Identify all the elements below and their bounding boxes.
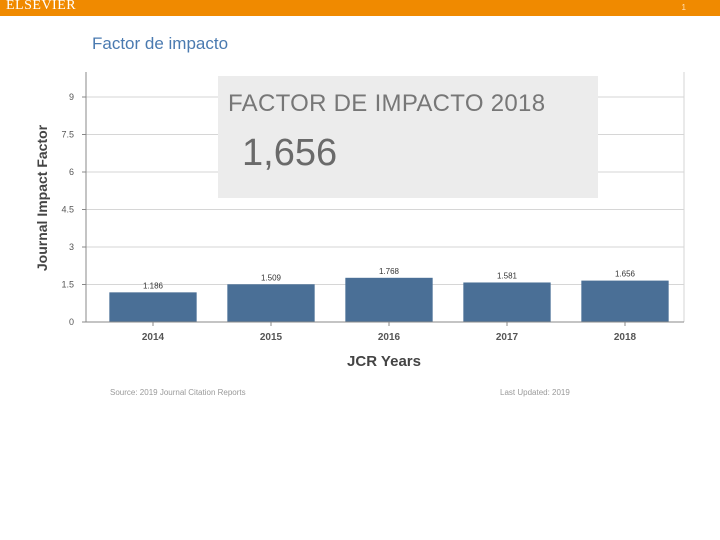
data-label-2014: 1.186 [143, 281, 164, 290]
y-tick-label: 6 [69, 167, 74, 177]
data-label-2016: 1.768 [379, 267, 400, 276]
x-tick-label-2014: 2014 [142, 332, 165, 343]
impact-factor-highlight: FACTOR DE IMPACTO 2018 1,656 [218, 76, 598, 198]
highlight-value: 1,656 [242, 132, 338, 174]
x-axis-title: JCR Years [347, 353, 421, 370]
highlight-title: FACTOR DE IMPACTO 2018 [228, 90, 546, 117]
data-label-2018: 1.656 [615, 270, 636, 279]
x-tick-label-2015: 2015 [260, 332, 283, 343]
last-updated: Last Updated: 2019 [500, 388, 570, 397]
y-tick-label: 0 [69, 317, 74, 327]
header-bar: ELSEVIER 1 [0, 0, 720, 16]
y-tick-label: 7.5 [61, 130, 74, 140]
x-tick-label-2017: 2017 [496, 332, 519, 343]
data-label-2017: 1.581 [497, 271, 518, 280]
y-tick-label: 1.5 [61, 280, 74, 290]
slide-title: Factor de impacto [92, 34, 229, 53]
bar-2015 [227, 284, 315, 322]
label-layer: 0 1.5 3 4.5 6 7.5 9 1.186 2014 1.509 2015 1.768 2016… [34, 92, 637, 370]
y-tick-label: 3 [69, 242, 74, 252]
bar-layer [109, 277, 669, 322]
y-tick-label: 9 [69, 92, 74, 102]
brand-logo: ELSEVIER [6, 0, 77, 13]
bar-2017 [463, 282, 551, 322]
axis-layer [82, 72, 684, 326]
y-axis-title: Journal Impact Factor [34, 124, 50, 271]
x-tick-label-2018: 2018 [614, 332, 637, 343]
bar-2016 [345, 277, 433, 322]
slide-number: 1 [681, 3, 686, 12]
y-tick-label: 4.5 [61, 205, 74, 215]
source-note: Source: 2019 Journal Citation Reports [110, 388, 246, 397]
data-label-2015: 1.509 [261, 273, 282, 282]
x-tick-label-2016: 2016 [378, 332, 401, 343]
bar-2018 [581, 280, 669, 322]
bar-2014 [109, 292, 197, 322]
